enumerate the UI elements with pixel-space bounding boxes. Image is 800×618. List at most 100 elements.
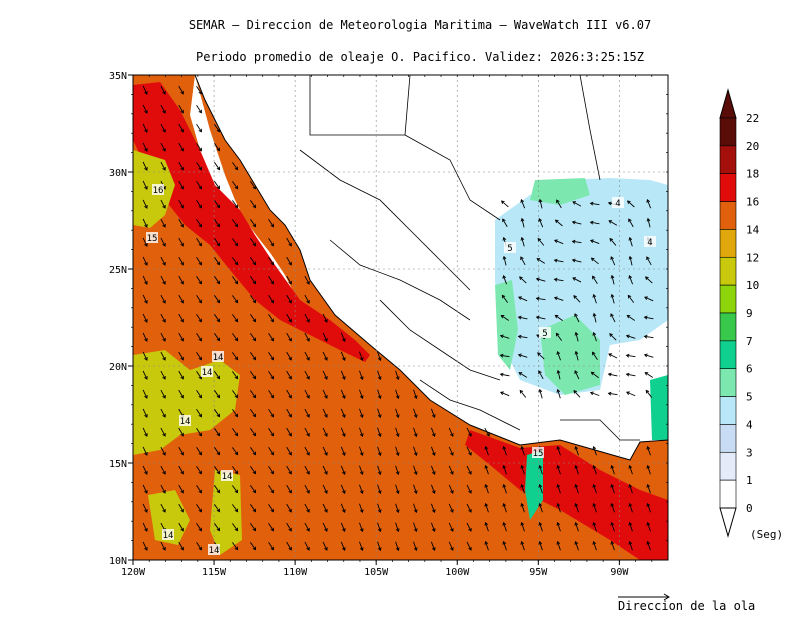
wave-arrow (286, 256, 292, 266)
yellow-patch-3 (210, 470, 242, 555)
wave-arrow (196, 85, 202, 95)
wave-arrow-head (270, 337, 274, 342)
wave-arrow (142, 256, 148, 266)
wave-arrow-head (252, 280, 257, 285)
wave-arrow-head (234, 375, 239, 380)
wave-arrow (608, 220, 618, 226)
wave-arrow (593, 313, 597, 323)
wave-arrow (160, 332, 166, 342)
wave-arrow (304, 351, 310, 361)
wave-arrow (232, 523, 238, 531)
wave-arrow (142, 389, 148, 399)
wave-arrow (539, 522, 543, 532)
wave-arrow (142, 484, 148, 494)
wave-arrow (232, 333, 238, 341)
wave-arrow (304, 541, 310, 551)
wave-arrow-head (556, 502, 561, 507)
wave-arrow-head (234, 261, 239, 266)
wave-arrow-head (198, 242, 202, 247)
wave-arrow (554, 259, 564, 263)
wave-arrow-head (468, 508, 472, 513)
wave-arrow (214, 447, 220, 455)
wave-arrow-head (270, 546, 274, 551)
wave-arrow-head (180, 470, 184, 475)
wave-arrow-head (324, 319, 328, 323)
wave-arrow (466, 541, 472, 551)
wave-arrow (611, 503, 615, 513)
wave-arrow-head (468, 489, 472, 494)
colorbar-swatch (719, 145, 737, 175)
wave-arrow-head (306, 318, 310, 323)
wave-arrow-head (377, 471, 382, 476)
wave-arrow-head (162, 299, 166, 304)
wave-arrow-head (610, 256, 614, 260)
wave-arrow-head (198, 147, 202, 152)
wave-arrow (485, 446, 489, 456)
wave-arrow-head (431, 452, 436, 457)
wave-arrow (593, 484, 597, 494)
wave-arrow (590, 392, 600, 396)
wave-arrow-head (592, 464, 597, 469)
wave-arrow (232, 485, 238, 493)
wave-arrow (359, 351, 363, 361)
wave-arrow (377, 351, 381, 361)
wave-arrow-head (359, 452, 364, 457)
wave-arrow-head (359, 490, 364, 495)
wave-arrow-head (626, 200, 631, 205)
wave-arrow (485, 541, 489, 551)
wave-arrow (647, 218, 651, 228)
wave-arrow (286, 446, 292, 456)
wave-arrow (555, 315, 563, 321)
wave-arrow (214, 276, 220, 284)
wave-arrow (178, 294, 184, 304)
wave-arrow-head (538, 370, 542, 375)
wave-arrow (359, 541, 363, 551)
wave-arrow (557, 389, 561, 399)
wave-arrow (250, 333, 256, 341)
wave-arrow-head (450, 490, 454, 494)
wave-arrow-head (377, 452, 382, 457)
wave-arrow-head (499, 334, 504, 339)
wave-arrow (448, 522, 454, 532)
wave-arrow (503, 541, 507, 551)
wave-arrow-head (234, 489, 239, 494)
wave-arrow (647, 503, 651, 513)
wave-arrow (647, 541, 651, 551)
wave-arrow-head (484, 464, 489, 469)
wave-arrow (160, 199, 166, 209)
wave-arrow (250, 200, 256, 208)
wave-arrow (196, 503, 202, 513)
wave-arrow (485, 465, 489, 475)
wave-arrow (160, 484, 166, 494)
wave-arrow (304, 275, 310, 285)
wave-arrow-head (538, 218, 542, 222)
wave-arrow (322, 313, 328, 323)
wave-arrow (521, 237, 525, 247)
colorbar-swatch (719, 340, 737, 370)
wave-arrow-head (324, 376, 328, 380)
wave-arrow (214, 390, 220, 398)
wave-arrow (304, 465, 310, 475)
wave-arrow-head (252, 489, 257, 494)
wave-arrow (503, 465, 507, 475)
wave-arrow (413, 465, 417, 475)
wave-arrow (593, 522, 597, 532)
wave-arrow-head (252, 527, 257, 532)
x-tick-label: 110W (283, 567, 308, 578)
wave-arrow (430, 522, 436, 532)
wave-arrow-head (252, 451, 257, 456)
wave-arrow-head (342, 414, 346, 418)
wave-arrow (196, 408, 202, 418)
wave-arrow-head (625, 353, 630, 358)
wave-arrow (539, 503, 543, 513)
red-band-south (465, 430, 668, 560)
wave-arrow (573, 390, 581, 398)
wave-arrow (430, 427, 436, 437)
wave-arrow-head (288, 337, 292, 342)
wave-arrow (196, 370, 202, 380)
wave-arrow-head (519, 276, 523, 280)
wave-arrow-head (359, 509, 364, 514)
wave-arrow-head (198, 299, 202, 304)
wave-arrow-head (413, 509, 418, 514)
wave-arrow-head (216, 223, 221, 228)
